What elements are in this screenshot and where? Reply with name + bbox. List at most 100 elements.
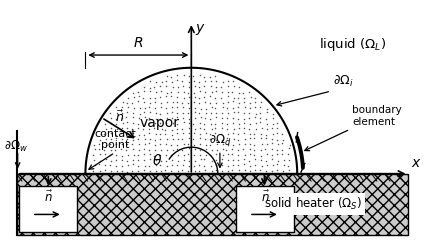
Point xyxy=(191,110,198,114)
Point xyxy=(207,133,214,137)
Point xyxy=(136,142,143,146)
Point xyxy=(118,131,125,135)
Point xyxy=(229,152,236,156)
Point xyxy=(124,142,130,146)
Point xyxy=(108,169,115,173)
Point xyxy=(181,120,187,124)
Point xyxy=(275,159,281,163)
Point xyxy=(95,147,102,151)
Point xyxy=(123,148,130,152)
Point xyxy=(235,138,242,142)
Point xyxy=(218,169,225,173)
Point xyxy=(180,96,187,100)
Point xyxy=(130,147,136,151)
Point xyxy=(186,74,193,78)
Point xyxy=(184,152,191,156)
Point xyxy=(156,95,163,99)
Point xyxy=(157,163,164,167)
Point xyxy=(129,142,136,146)
Point xyxy=(208,90,215,94)
Point xyxy=(246,142,253,146)
Point xyxy=(174,137,181,141)
Point xyxy=(230,163,237,167)
Point xyxy=(130,138,136,142)
Point xyxy=(90,153,96,157)
Point xyxy=(140,96,147,100)
Point xyxy=(162,128,169,132)
Point xyxy=(124,170,131,174)
Point xyxy=(141,133,148,137)
Point xyxy=(152,80,159,84)
Point xyxy=(240,96,247,100)
Point xyxy=(208,159,215,163)
Point xyxy=(286,158,292,162)
Point xyxy=(269,137,276,141)
Point xyxy=(196,85,203,89)
Point xyxy=(136,133,143,137)
Point xyxy=(169,100,176,104)
Point xyxy=(191,153,198,157)
Point xyxy=(153,132,160,136)
Text: liquid ($\Omega_L$): liquid ($\Omega_L$) xyxy=(319,36,386,53)
Point xyxy=(235,153,242,157)
Point xyxy=(173,100,180,104)
Point xyxy=(235,132,241,136)
Point xyxy=(178,148,185,152)
Point xyxy=(229,168,235,172)
Point xyxy=(202,168,209,172)
Point xyxy=(136,112,143,116)
Point xyxy=(112,148,119,152)
Point xyxy=(264,163,271,167)
Point xyxy=(180,111,187,115)
Point xyxy=(91,158,97,162)
Point xyxy=(101,148,108,152)
Point xyxy=(167,75,174,79)
Point xyxy=(263,169,269,173)
Point xyxy=(229,121,236,125)
Point xyxy=(113,127,120,131)
Point xyxy=(134,137,141,141)
Point xyxy=(130,94,137,99)
Point xyxy=(140,100,147,104)
Point xyxy=(157,169,164,173)
Point xyxy=(129,162,136,166)
Point xyxy=(107,163,114,167)
Point xyxy=(219,105,226,109)
Point xyxy=(158,159,165,163)
Point xyxy=(285,146,292,150)
Point xyxy=(252,121,259,125)
Point xyxy=(284,164,291,168)
Point xyxy=(201,75,207,79)
Point xyxy=(124,120,130,124)
Point xyxy=(212,74,219,78)
Point xyxy=(96,142,103,146)
Point xyxy=(163,142,170,146)
Point xyxy=(113,133,119,137)
Point xyxy=(263,159,269,163)
Point xyxy=(113,164,120,168)
Point xyxy=(225,169,232,173)
Point xyxy=(108,159,114,163)
Point xyxy=(173,127,180,131)
Point xyxy=(212,122,219,126)
Text: R: R xyxy=(133,36,143,50)
Point xyxy=(229,143,236,147)
Point xyxy=(129,169,136,173)
Point xyxy=(258,148,264,152)
Point xyxy=(224,136,230,140)
Point xyxy=(135,122,142,126)
Point xyxy=(212,79,219,83)
Point xyxy=(236,122,243,126)
Point xyxy=(242,105,249,109)
Text: x: x xyxy=(411,156,420,171)
Point xyxy=(186,131,193,135)
Point xyxy=(175,169,182,173)
Point xyxy=(241,121,247,125)
Point xyxy=(174,90,181,94)
Point xyxy=(169,110,176,114)
Text: $\vec{n}$: $\vec{n}$ xyxy=(44,190,54,205)
Text: vapor: vapor xyxy=(139,116,179,130)
Point xyxy=(246,101,253,105)
Point xyxy=(163,79,170,83)
Point xyxy=(124,159,130,163)
